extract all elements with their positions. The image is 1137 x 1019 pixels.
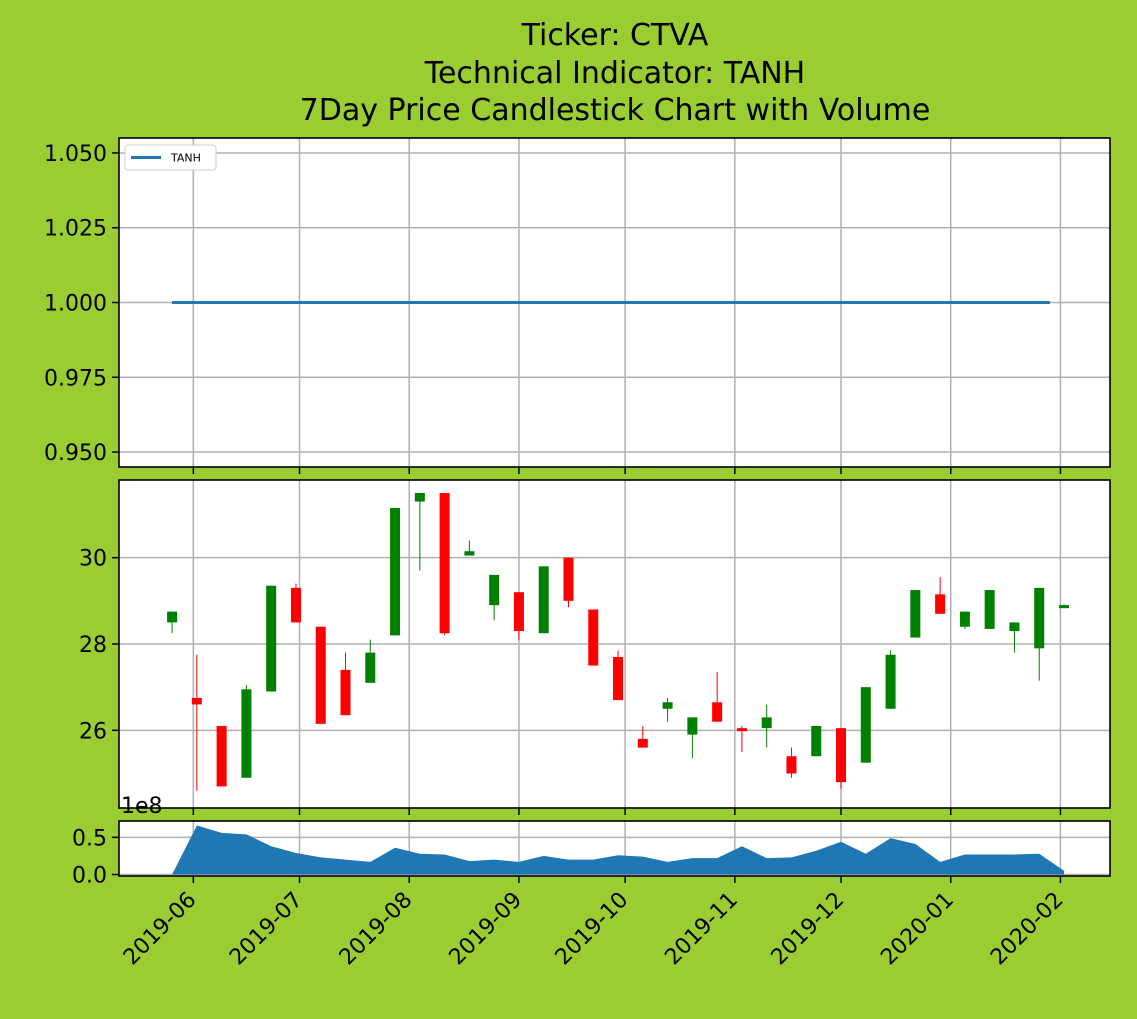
candle-body [762, 717, 772, 728]
indicator-y-axis: 0.950 0.975 1.000 1.025 1.050 [44, 142, 119, 466]
candle [539, 566, 549, 633]
candle-body [390, 508, 400, 635]
x-tick-label: 2019-10 [551, 888, 634, 971]
candle [291, 584, 301, 623]
candle-body [539, 566, 549, 633]
candle-body [341, 670, 351, 715]
x-tick-label: 2019-06 [119, 888, 202, 971]
candle-body [563, 558, 573, 601]
candle-body [241, 689, 251, 777]
price-x-ticks [193, 808, 1060, 815]
indicator-y-tick-label: 1.000 [44, 292, 107, 317]
candle-body [910, 590, 920, 637]
indicator-y-tick-label: 1.025 [44, 217, 107, 242]
candle [613, 650, 623, 700]
x-tick-label: 2020-01 [876, 888, 959, 971]
candle-body [365, 653, 375, 683]
candle [960, 612, 970, 629]
candle-body [291, 588, 301, 623]
title-line-1: Ticker: CTVA [521, 18, 709, 53]
candle [910, 590, 920, 637]
candle-body [266, 586, 276, 692]
candle-body [489, 575, 499, 605]
candle-body [217, 726, 227, 786]
price-y-tick-label: 26 [79, 719, 107, 744]
chart-title: Ticker: CTVA Technical Indicator: TANH 7… [300, 18, 931, 128]
candle-body [786, 756, 796, 773]
candle-body [687, 717, 697, 734]
candle-body [861, 687, 871, 763]
candle-body [464, 551, 474, 555]
candle-body [588, 609, 598, 665]
candle-body [960, 612, 970, 627]
title-line-3: 7Day Price Candlestick Chart with Volume [300, 93, 931, 128]
volume-y-tick-label: 0.5 [72, 826, 107, 851]
candle-body [167, 612, 177, 623]
volume-panel: 0.00.5 2019-06 2019-07 2019-08 2019-09 2019-… [72, 794, 1110, 970]
indicator-legend: TANH [125, 145, 216, 170]
candle-body [1009, 622, 1019, 631]
candle-body [316, 627, 326, 724]
candle-body [836, 728, 846, 782]
candle [836, 728, 846, 788]
price-y-tick-label: 28 [79, 633, 107, 658]
candle-body [886, 655, 896, 709]
price-y-axis: 26 28 30 [79, 547, 119, 745]
price-panel: 26 28 30 [79, 480, 1110, 815]
title-line-2: Technical Indicator: TANH [424, 56, 806, 91]
candle-body [192, 698, 202, 704]
x-tick-label: 2019-12 [767, 888, 850, 971]
candle [440, 493, 450, 635]
volume-offset-label: 1e8 [121, 794, 163, 819]
indicator-y-tick-label: 1.050 [44, 142, 107, 167]
candle-body [811, 726, 821, 756]
candle [811, 726, 821, 756]
price-y-tick-label: 30 [79, 547, 107, 572]
indicator-panel: 0.950 0.975 1.000 1.025 1.050 TANH [44, 138, 1110, 474]
candle-body [613, 657, 623, 700]
volume-x-axis: 2019-06 2019-07 2019-08 2019-09 2019-10 2019-… [119, 876, 1069, 970]
candle [985, 590, 995, 629]
candle-body [935, 594, 945, 613]
candle-body [985, 590, 995, 629]
indicator-y-tick-label: 0.950 [44, 441, 107, 466]
candle-body [514, 592, 524, 631]
candle [886, 650, 896, 708]
candle [316, 627, 326, 724]
x-tick-label: 2019-08 [335, 888, 418, 971]
candle [241, 685, 251, 778]
volume-y-tick-label: 0.0 [72, 864, 107, 889]
indicator-y-tick-label: 0.975 [44, 366, 107, 391]
candle-body [440, 493, 450, 633]
candle-body [712, 702, 722, 721]
candle [588, 609, 598, 665]
candle [217, 726, 227, 786]
candle-body [737, 728, 747, 731]
indicator-x-ticks [193, 467, 1060, 474]
candle [266, 586, 276, 692]
candle [563, 558, 573, 608]
candle [861, 687, 871, 763]
candle-body [638, 739, 648, 748]
x-tick-label: 2019-09 [445, 888, 528, 971]
candle-body [415, 493, 425, 502]
x-tick-label: 2019-07 [225, 888, 308, 971]
candle-body [1059, 605, 1069, 608]
legend-label-tanh: TANH [170, 152, 201, 165]
candle-body [1034, 588, 1044, 648]
volume-y-axis: 0.0 0.5 [72, 826, 119, 888]
candle [390, 508, 400, 635]
x-tick-label: 2019-11 [660, 888, 743, 971]
candle-body [663, 702, 673, 708]
x-tick-label: 2020-02 [986, 888, 1069, 971]
